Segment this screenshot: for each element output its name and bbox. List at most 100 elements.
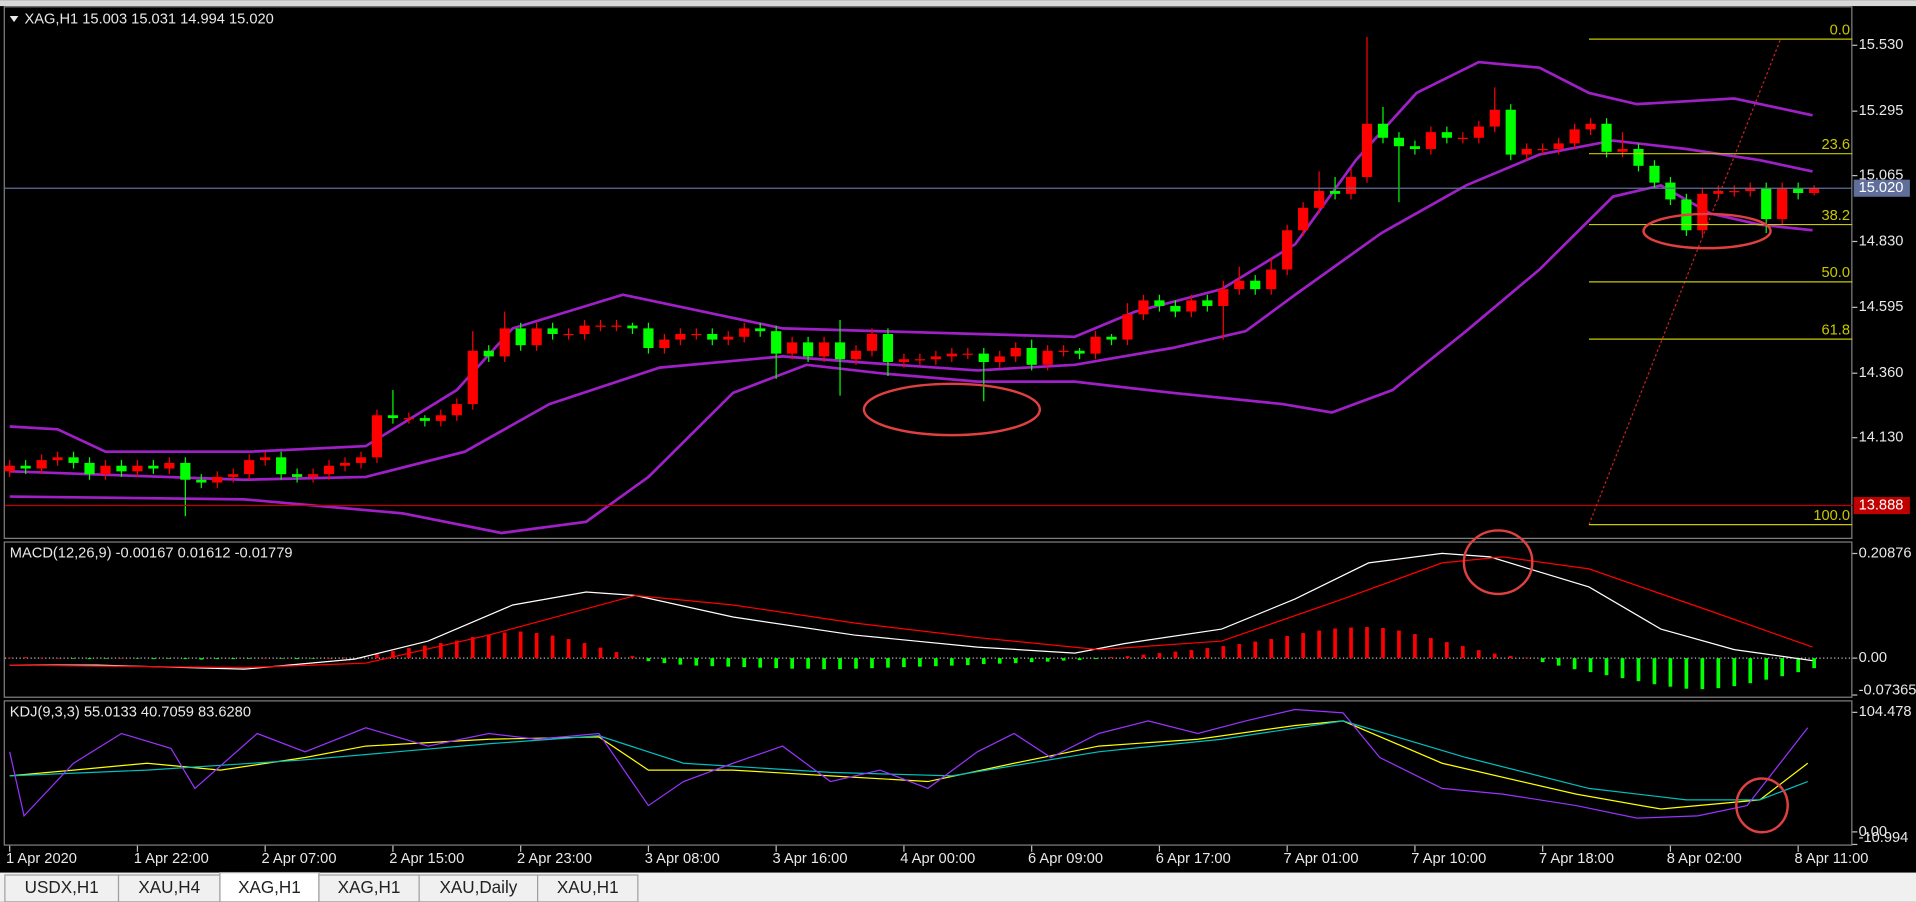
candle-body — [20, 465, 31, 469]
histogram-bar — [598, 647, 603, 659]
tab-label[interactable]: XAU,Daily — [439, 878, 517, 897]
histogram-bar — [1572, 658, 1577, 670]
indicator-line — [9, 556, 1813, 669]
chart-area — [0, 6, 1916, 873]
candle-body — [483, 350, 494, 357]
y-tick-label: 0.20876 — [1859, 545, 1912, 561]
candle-body — [675, 333, 686, 340]
candle-body — [212, 476, 223, 483]
candle-body — [1266, 269, 1277, 290]
histogram-bar — [630, 656, 635, 659]
histogram-bar — [1381, 628, 1385, 659]
tab-label[interactable]: XAU,H4 — [138, 878, 200, 897]
histogram-bar — [758, 658, 763, 668]
histogram-bar — [247, 658, 252, 659]
tab[interactable]: XAU,H1 — [537, 874, 639, 902]
candle-body — [467, 350, 478, 405]
candle-body — [1665, 182, 1676, 200]
candle-body — [435, 415, 446, 421]
histogram-bar — [1365, 627, 1369, 659]
histogram-bar — [1540, 658, 1545, 663]
y-tick-label: 14.130 — [1859, 430, 1904, 446]
histogram-bar — [1237, 644, 1242, 659]
histogram-bar — [1780, 658, 1785, 677]
candle-body — [1361, 123, 1373, 178]
histogram-bar — [23, 657, 28, 659]
histogram-bar — [1125, 656, 1130, 659]
candle-body — [787, 342, 798, 354]
candle-body — [627, 325, 638, 329]
histogram-bar — [1460, 646, 1465, 659]
candle-body — [866, 333, 878, 351]
histogram-bar — [1317, 630, 1321, 659]
tab[interactable]: USDX,H1 — [4, 874, 120, 902]
marks: 15.530 15.295 15.065 14.830 14.595 14.360 14.1… — [4, 22, 1916, 867]
histogram-bar — [1029, 658, 1034, 663]
tab-box[interactable] — [418, 874, 539, 902]
candle-body — [659, 339, 670, 348]
candle-body — [1329, 191, 1341, 194]
tab-box[interactable] — [219, 871, 320, 902]
tab-label[interactable]: XAG,H1 — [338, 878, 401, 897]
candle-body — [1441, 132, 1452, 138]
y-tick-label: 15.295 — [1859, 103, 1904, 119]
candle-body — [1010, 347, 1021, 357]
candle-body — [499, 328, 510, 357]
histogram-bar — [1109, 657, 1114, 659]
tab[interactable]: XAU,Daily — [418, 874, 539, 902]
histogram-bar — [1333, 628, 1337, 659]
candle-body — [1777, 188, 1788, 220]
y-tick-label: 14.830 — [1859, 233, 1904, 249]
candle-body — [1074, 350, 1085, 354]
histogram-bar — [71, 658, 76, 659]
histogram-bar — [1093, 658, 1098, 660]
tab-box[interactable] — [318, 874, 420, 902]
histogram-bar — [934, 658, 938, 667]
tab-label[interactable]: XAU,H1 — [557, 878, 619, 897]
candle-body — [1713, 191, 1724, 194]
tab[interactable]: XAG,H1 — [219, 871, 320, 902]
histogram-bar — [39, 657, 44, 659]
candle-body — [1489, 109, 1500, 127]
histogram-bar — [1445, 642, 1449, 659]
candle-body — [180, 462, 191, 480]
histogram-bar — [1221, 646, 1226, 659]
candle-body — [1218, 289, 1229, 306]
x-tick-label: 7 Apr 18:00 — [1539, 851, 1614, 867]
histogram-bar — [1476, 650, 1481, 659]
candle-body — [371, 415, 383, 458]
histogram-bar — [1732, 658, 1737, 687]
tab-label[interactable]: USDX,H1 — [25, 878, 99, 897]
histogram-bar — [231, 658, 236, 660]
histogram-bar — [806, 658, 810, 669]
histogram-bar — [1429, 638, 1433, 659]
tab-box[interactable] — [537, 874, 639, 902]
indicator-line — [9, 720, 1809, 810]
main-panel-frame — [3, 6, 1853, 539]
histogram-bar — [694, 658, 699, 666]
annotation-ellipse — [1642, 212, 1772, 250]
candle-body — [898, 359, 910, 363]
candle-body — [994, 356, 1005, 363]
histogram-bar — [518, 631, 523, 659]
candle-body — [36, 460, 47, 469]
y-tick-label: 14.360 — [1859, 365, 1904, 381]
histogram-bar — [710, 658, 715, 667]
candle-body — [1298, 207, 1309, 231]
fib-level-label: 23.6 — [1821, 137, 1850, 153]
tab[interactable]: XAG,H1 — [318, 874, 420, 902]
tab-box[interactable] — [4, 874, 120, 902]
tab[interactable]: XAU,H4 — [117, 874, 221, 902]
histogram-bar — [902, 658, 906, 668]
price-label: 15.020 — [1859, 180, 1904, 196]
tab-box[interactable] — [117, 874, 221, 902]
tab-label[interactable]: XAG,H1 — [238, 878, 301, 897]
x-tick-label: 6 Apr 09:00 — [1028, 851, 1103, 867]
histogram-bar — [550, 635, 555, 659]
histogram-bar — [662, 658, 667, 664]
y-tick-label: 0.00 — [1859, 824, 1888, 840]
histogram-bar — [1349, 627, 1353, 659]
histogram-bar — [151, 658, 156, 660]
candle-body — [1697, 193, 1708, 231]
y-tick-label: 0.00 — [1859, 650, 1888, 666]
